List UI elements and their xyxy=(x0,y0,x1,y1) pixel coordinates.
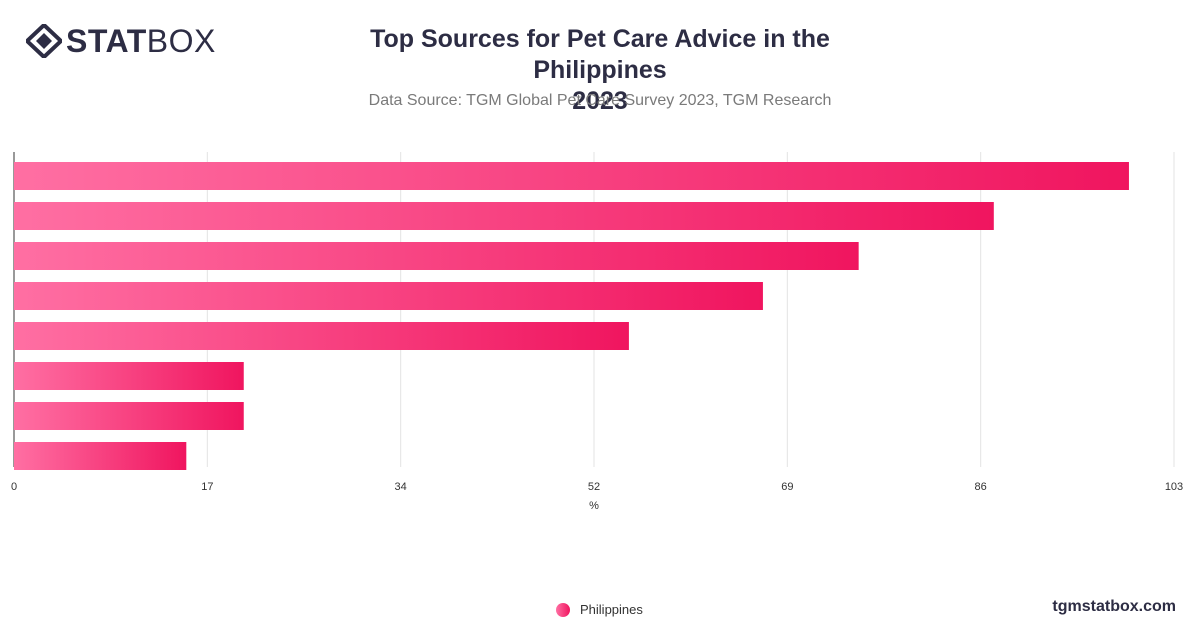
footer-site-link[interactable]: tgmstatbox.com xyxy=(1052,598,1176,615)
legend[interactable]: Philippines xyxy=(556,602,643,617)
x-tick-label: 69 xyxy=(781,481,793,493)
x-tick-label: 0 xyxy=(11,481,17,493)
diamond-logo-icon xyxy=(26,24,62,58)
chart-title-line1: Top Sources for Pet Care Advice in the P… xyxy=(370,25,830,84)
x-tick-label: 52 xyxy=(588,481,600,493)
x-axis-label: % xyxy=(589,500,599,512)
legend-marker-icon xyxy=(556,602,570,617)
bar-5 xyxy=(14,322,629,350)
x-tick-label: 86 xyxy=(975,481,987,493)
x-tick-label: 103 xyxy=(1165,481,1183,493)
x-tick-label: 17 xyxy=(201,481,213,493)
legend-label: Philippines xyxy=(580,602,643,617)
logo-stat-text: STAT xyxy=(66,23,147,59)
bar-6 xyxy=(14,362,244,390)
chart-title: Top Sources for Pet Care Advice in the P… xyxy=(0,24,1200,117)
bar-3 xyxy=(14,242,859,270)
logo-box-text: BOX xyxy=(146,23,216,59)
bar-4 xyxy=(14,282,763,310)
bar-2 xyxy=(14,202,994,230)
bar-1 xyxy=(14,162,1129,190)
x-tick-label: 34 xyxy=(395,481,407,493)
bar-8 xyxy=(14,442,187,470)
bar-chart: 0 17 34 52 69 86 103% xyxy=(11,152,1183,512)
statbox-logo: STATBOX xyxy=(26,24,216,58)
logo-wordmark: STATBOX xyxy=(66,24,216,58)
chart-title-line2: 2023 xyxy=(572,87,628,115)
bar-7 xyxy=(14,402,244,430)
chart-subtitle: Data Source: TGM Global Pet Care Survey … xyxy=(368,92,832,109)
